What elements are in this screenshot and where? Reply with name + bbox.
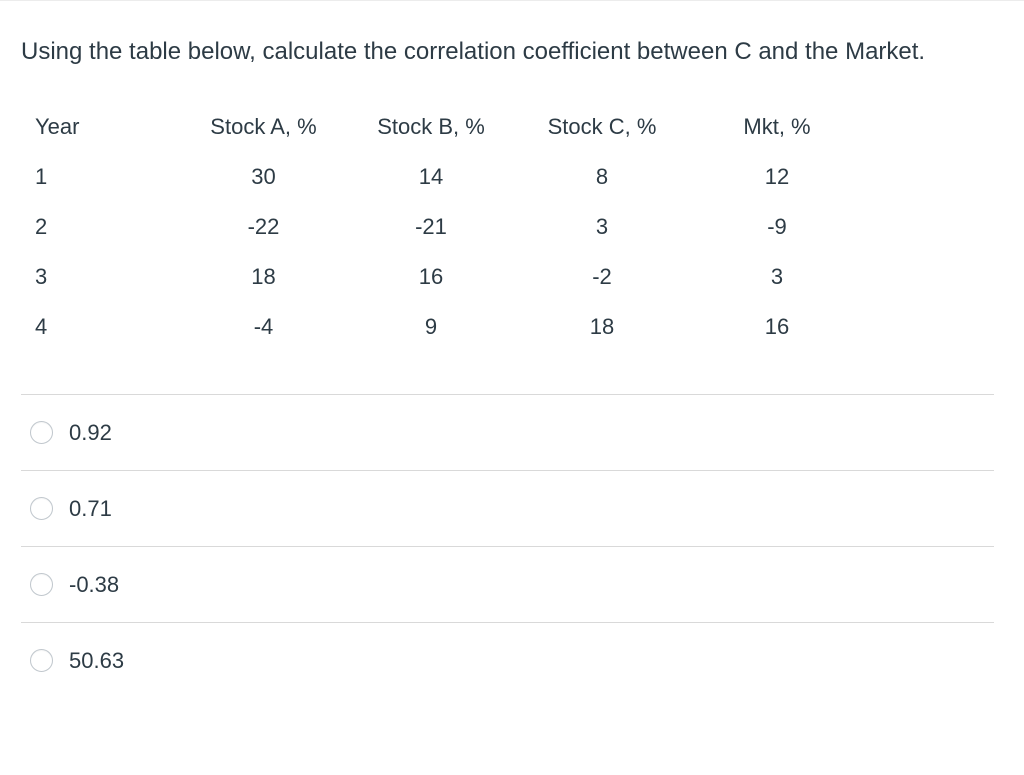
cell-stock-c: 18 <box>589 314 615 339</box>
column-header-mkt: Mkt, % <box>743 114 811 139</box>
answer-options-list: 0.92 0.71 -0.38 50.63 <box>21 394 994 698</box>
cell-stock-b: 9 <box>424 314 438 339</box>
column-header-stock-b: Stock B, % <box>377 114 485 139</box>
answer-option-label: 0.92 <box>69 419 112 445</box>
cell-stock-a: 30 <box>251 164 276 189</box>
answer-option-2[interactable]: 0.71 <box>21 470 994 546</box>
cell-stock-c: 3 <box>595 214 609 239</box>
table-row: 4 -4 9 18 16 <box>21 302 866 352</box>
column-header-year: Year <box>35 114 80 139</box>
cell-year: 4 <box>35 314 48 339</box>
radio-button-icon[interactable] <box>30 421 53 444</box>
cell-year: 3 <box>35 264 48 289</box>
cell-mkt: -9 <box>767 214 787 239</box>
cell-stock-b: 14 <box>418 164 444 189</box>
column-header-stock-c: Stock C, % <box>547 114 657 139</box>
cell-mkt: 3 <box>770 264 784 289</box>
table-row: 1 30 14 8 12 <box>21 152 866 202</box>
cell-mkt: 12 <box>764 164 790 189</box>
table-row: 3 18 16 -2 3 <box>21 252 866 302</box>
radio-button-icon[interactable] <box>30 573 53 596</box>
cell-stock-a: -4 <box>253 314 274 339</box>
radio-button-icon[interactable] <box>30 649 53 672</box>
radio-button-icon[interactable] <box>30 497 53 520</box>
answer-option-3[interactable]: -0.38 <box>21 546 994 622</box>
column-header-stock-a: Stock A, % <box>210 114 317 139</box>
cell-year: 1 <box>35 164 48 189</box>
cell-stock-c: 8 <box>595 164 609 189</box>
answer-option-label: 50.63 <box>69 647 125 673</box>
stock-returns-table: Year Stock A, % Stock B, % Stock C, % Mk… <box>21 102 866 352</box>
cell-stock-c: -2 <box>592 264 612 289</box>
cell-stock-a: -22 <box>247 214 280 239</box>
table-header-row: Year Stock A, % Stock B, % Stock C, % Mk… <box>21 102 866 152</box>
answer-option-1[interactable]: 0.92 <box>21 394 994 470</box>
question-text: Using the table below, calculate the cor… <box>21 38 926 65</box>
answer-option-label: -0.38 <box>69 571 120 597</box>
table-row: 2 -22 -21 3 -9 <box>21 202 866 252</box>
cell-stock-b: 16 <box>418 264 444 289</box>
cell-stock-b: -21 <box>415 214 447 239</box>
answer-option-label: 0.71 <box>69 495 112 521</box>
cell-year: 2 <box>35 214 48 239</box>
cell-stock-a: 18 <box>251 264 276 289</box>
answer-option-4[interactable]: 50.63 <box>21 622 994 698</box>
cell-mkt: 16 <box>764 314 790 339</box>
